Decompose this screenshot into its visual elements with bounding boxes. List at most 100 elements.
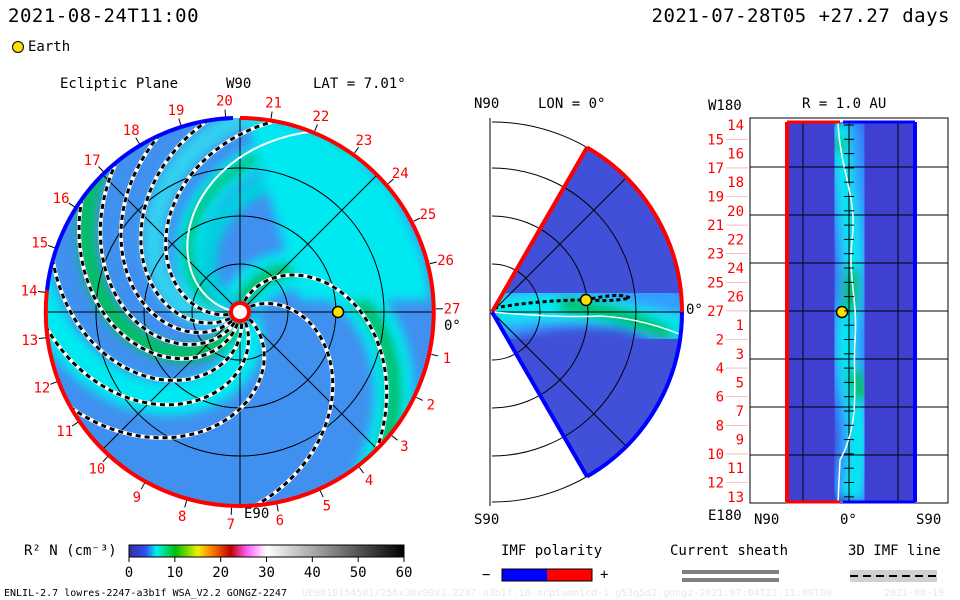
ecliptic-title: Ecliptic Plane <box>60 76 179 92</box>
timeline-day-label: 18 <box>727 175 744 191</box>
ecliptic-tick <box>50 381 58 385</box>
meridional-top-label: N90 <box>474 96 500 112</box>
imf-minus-label: − <box>482 567 491 583</box>
earth-icon <box>12 41 24 53</box>
ecliptic-day-label: 1 <box>443 351 451 367</box>
imf-line-dash <box>243 273 389 460</box>
colorbar-tick-label: 30 <box>258 565 275 581</box>
ecliptic-tick <box>429 261 437 265</box>
timeline-day-label: 17 <box>707 161 724 177</box>
footer-model: ENLIL-2.7 lowres-2247-a3b1f WSA_V2.2 GON… <box>4 588 287 599</box>
ecliptic-tick <box>68 202 75 208</box>
imf-line-dash <box>246 302 335 506</box>
timeline-day-label: 3 <box>736 347 744 363</box>
colorbar-tick-label: 0 <box>125 565 133 581</box>
earth-marker-icon <box>331 305 345 319</box>
ecliptic-day-label: 18 <box>123 123 140 139</box>
earth-marker-icon <box>835 305 849 319</box>
ecliptic-day-label: 6 <box>276 513 284 529</box>
timeline-day-label: 22 <box>727 232 744 248</box>
ecliptic-tick <box>413 217 421 222</box>
ecliptic-day-label: 4 <box>365 473 373 489</box>
meridional-plane-plot <box>489 118 684 506</box>
ecliptic-tick <box>270 111 273 119</box>
ecliptic-tick <box>431 353 439 357</box>
colorbar-tick-label: 50 <box>350 565 367 581</box>
ecliptic-tick <box>314 124 318 132</box>
ecliptic-day-label: 23 <box>355 133 372 149</box>
ecliptic-day-label: 11 <box>56 424 73 440</box>
imf-line-title: 3D IMF line <box>848 543 941 559</box>
ecliptic-tick <box>102 456 109 463</box>
timeline-day-label: 27 <box>707 304 724 320</box>
current-sheath-swatch-2 <box>682 578 779 582</box>
meridional-angle-label: 0° <box>686 302 703 318</box>
earth-label: Earth <box>28 39 71 55</box>
ecliptic-day-label: 21 <box>265 96 282 112</box>
timeline-day-label: 16 <box>727 147 744 163</box>
footer-date: 2021-08-19 <box>884 588 945 599</box>
timeline-day-label: 21 <box>707 218 724 234</box>
ecliptic-day-label: 22 <box>312 109 329 125</box>
ecliptic-tick <box>178 118 182 126</box>
ecliptic-top-label: W90 <box>226 76 252 92</box>
imf-line-dash <box>46 318 250 407</box>
timeline-day-label: 8 <box>716 418 724 434</box>
timeline-day-label: 7 <box>736 404 744 420</box>
current-sheath-swatch-1 <box>682 570 779 574</box>
ecliptic-tick <box>48 245 55 249</box>
imf-polarity-title: IMF polarity <box>501 543 603 559</box>
ecliptic-lat-label: LAT = 7.01° <box>313 76 406 92</box>
timeline-x-label-s90: S90 <box>916 512 942 528</box>
ecliptic-day-label: 9 <box>133 490 141 506</box>
ecliptic-tick <box>354 146 360 154</box>
earth-legend: Earth <box>12 39 70 55</box>
ecliptic-tick <box>358 467 365 474</box>
ecliptic-tick <box>391 435 398 441</box>
ecliptic-day-label: 2 <box>427 397 435 413</box>
ecliptic-day-label: 10 <box>88 461 105 477</box>
ecliptic-day-label: 25 <box>419 207 436 223</box>
imf-line-dash <box>139 118 231 325</box>
colorbar-tick-label: 40 <box>304 565 321 581</box>
timeline-bottom-label: E180 <box>708 508 742 524</box>
ecliptic-day-label: 13 <box>21 333 38 349</box>
ecliptic-tick <box>140 482 145 490</box>
ecliptic-boundary-negative <box>45 116 234 291</box>
colorbar-label: R² N (cm⁻³) <box>24 543 117 559</box>
timeline-x-label-0: 0° <box>840 512 857 528</box>
footer-run-id: UE0819154501/256x30x90x1.2247-a3b1f.16-m… <box>302 588 832 599</box>
ecliptic-day-label: 7 <box>227 517 235 533</box>
colorbar-tick-label: 20 <box>212 565 229 581</box>
imf-line-dash <box>119 127 233 334</box>
ecliptic-tick <box>135 137 140 145</box>
timeline-day-label: 20 <box>727 204 744 220</box>
ecliptic-day-label: 12 <box>33 381 50 397</box>
imf-line-dash <box>77 190 239 361</box>
timeline-plot: 1415161718192021222324252627123456789101… <box>707 117 949 506</box>
meridional-bottom-label: S90 <box>474 512 500 528</box>
timeline-day-label: 26 <box>727 290 744 306</box>
ecliptic-angle-label: 0° <box>444 318 461 334</box>
timeline-day-label: 2 <box>716 333 724 349</box>
timeline-day-label: 1 <box>736 318 744 334</box>
current-sheath-title: Current sheath <box>670 543 789 559</box>
timeline-day-label: 5 <box>736 375 744 391</box>
ecliptic-day-label: 8 <box>178 509 186 525</box>
ecliptic-tick <box>71 421 79 427</box>
ecliptic-day-label: 15 <box>31 236 48 252</box>
density-colorbar <box>128 544 405 558</box>
timeline-day-label: 6 <box>716 390 724 406</box>
imf-line-dash <box>63 318 266 440</box>
ecliptic-day-label: 17 <box>84 153 101 169</box>
ecliptic-day-label: 16 <box>53 191 70 207</box>
timeline-title: R = 1.0 AU <box>802 96 887 112</box>
timeline-day-label: 10 <box>707 447 724 463</box>
imf-positive-swatch <box>547 569 592 581</box>
ecliptic-day-label: 27 <box>444 302 461 318</box>
colorbar-tick-label: 10 <box>166 565 183 581</box>
timeline-day-label: 19 <box>707 190 724 206</box>
run-info: 2021-07-28T05 +27.27 days <box>651 5 950 27</box>
